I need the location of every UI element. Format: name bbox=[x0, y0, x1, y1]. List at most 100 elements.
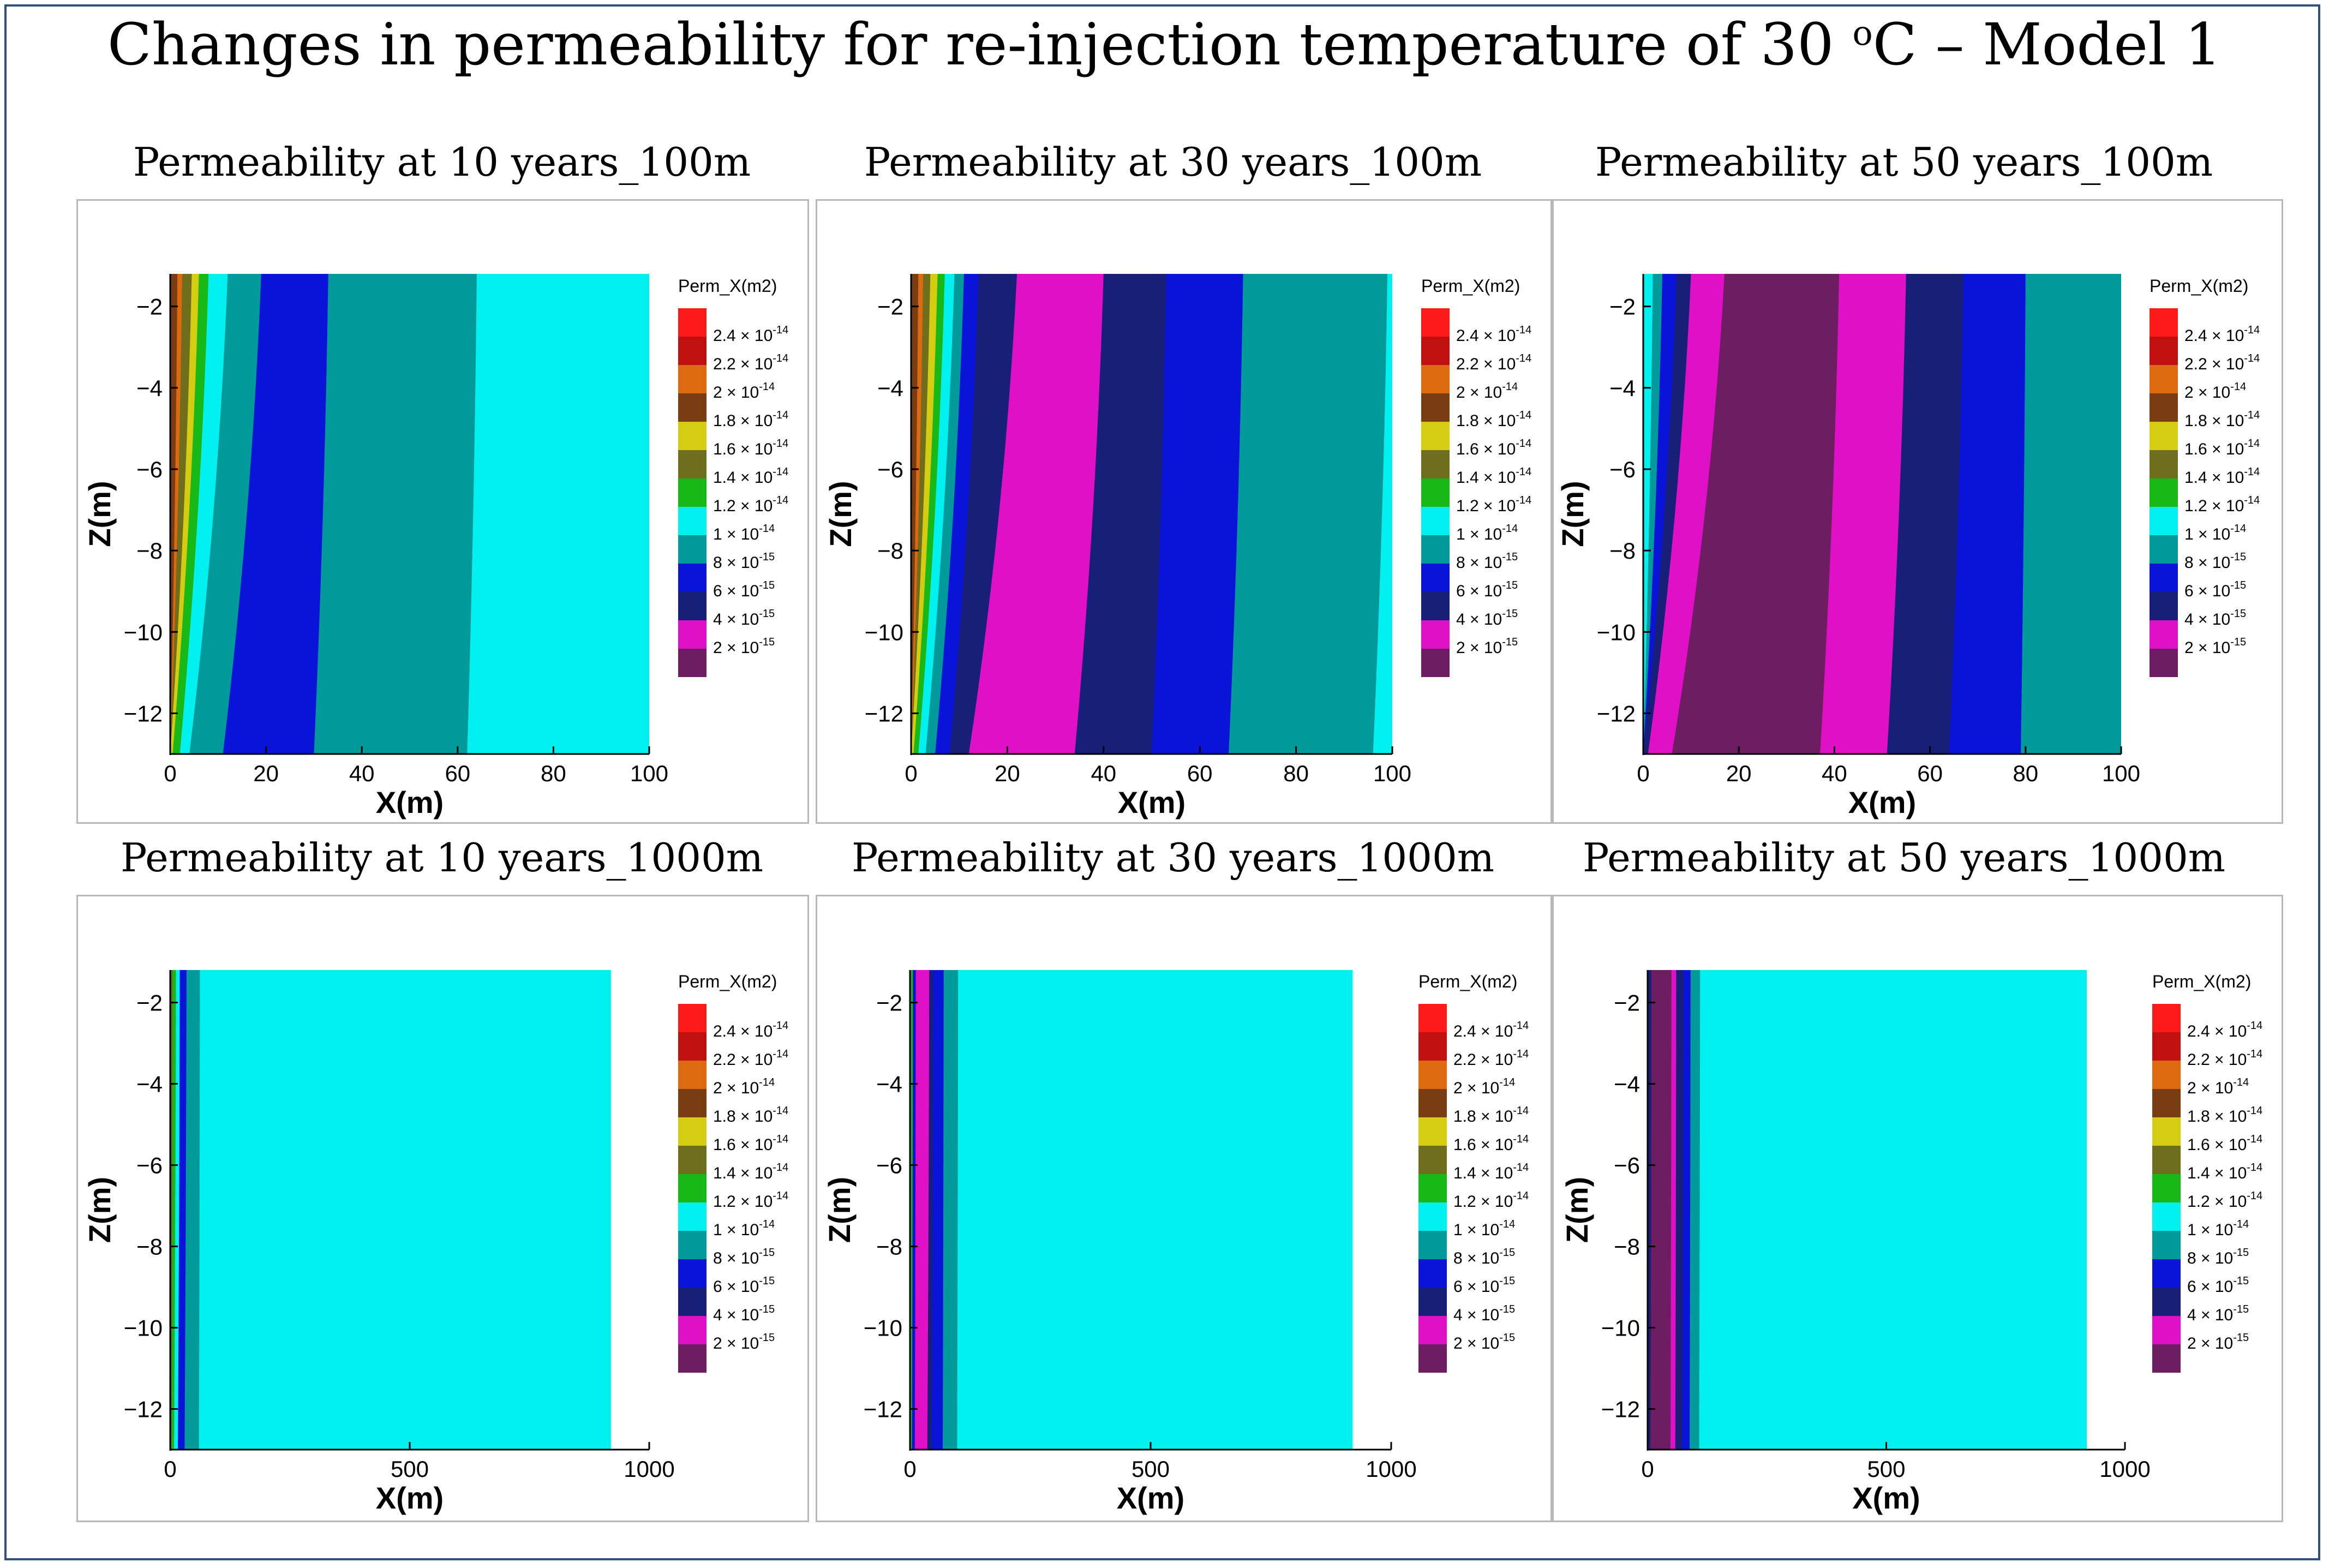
y-tick-label: −8 bbox=[877, 538, 903, 564]
legend-swatch bbox=[678, 592, 707, 620]
legend-label: 8 × 10-15 bbox=[713, 1247, 775, 1267]
x-tick-label: 0 bbox=[903, 1456, 916, 1482]
legend-swatch bbox=[2150, 365, 2178, 393]
x-tick-label: 0 bbox=[164, 1456, 176, 1482]
legend-exponent: -14 bbox=[759, 523, 775, 535]
legend-swatch bbox=[1421, 649, 1450, 677]
chart-1: 0 20 40 60 80 100 −2 −4 −6 −8 −10 −12 X(m) Z(m) Perm_X… bbox=[82, 274, 788, 819]
legend-label: 8 × 10-15 bbox=[1453, 1247, 1515, 1267]
legend-swatch bbox=[1418, 1174, 1447, 1202]
legend-exponent: -14 bbox=[773, 1162, 788, 1174]
legend-exponent: -15 bbox=[759, 551, 775, 563]
legend-exponent: -14 bbox=[773, 494, 788, 506]
legend-exponent: -15 bbox=[2233, 1247, 2249, 1259]
legend-label: 1.4 × 10-14 bbox=[1456, 466, 1531, 487]
panel-title-5: Permeability at 30 years_1000m bbox=[851, 835, 1495, 881]
x-axis-label: X(m) bbox=[1117, 1481, 1184, 1515]
legend: Perm_X(m2) 2.4 × 10-14 2.2 × 10-14 2 × 10-1… bbox=[1421, 276, 1531, 677]
contour-band-7 bbox=[1648, 970, 2087, 1450]
y-tick-label: −2 bbox=[136, 294, 163, 320]
y-tick-label: −4 bbox=[136, 375, 163, 401]
x-tick-label: 500 bbox=[1867, 1456, 1905, 1482]
x-axis-label: X(m) bbox=[376, 1481, 444, 1515]
y-tick-label: −10 bbox=[124, 1315, 163, 1341]
legend-label: 1.8 × 10-14 bbox=[2184, 409, 2260, 430]
legend-swatch bbox=[2152, 1117, 2181, 1146]
legend-swatch bbox=[2152, 1344, 2181, 1373]
legend-swatch bbox=[1421, 620, 1450, 649]
legend-exponent: -14 bbox=[1513, 1048, 1529, 1060]
legend-exponent: -15 bbox=[759, 1247, 775, 1259]
legend-exponent: -14 bbox=[2247, 1133, 2262, 1145]
legend-label: 2 × 10-14 bbox=[713, 381, 775, 402]
x-tick-label: 20 bbox=[253, 761, 279, 786]
legend-swatch bbox=[1421, 592, 1450, 620]
legend-label: 2.4 × 10-14 bbox=[2187, 1020, 2262, 1040]
legend-swatch bbox=[678, 1004, 707, 1032]
legend-swatch bbox=[2152, 1032, 2181, 1061]
x-axis-label: X(m) bbox=[1848, 785, 1916, 819]
y-axis-label: Z(m) bbox=[1560, 1177, 1594, 1243]
legend-swatch bbox=[678, 1032, 707, 1061]
legend-swatch bbox=[2150, 649, 2178, 677]
legend-label: 6 × 10-15 bbox=[713, 579, 775, 600]
legend-exponent: -15 bbox=[2230, 551, 2246, 563]
legend-exponent: -14 bbox=[2244, 324, 2260, 336]
chart-3: 0 20 40 60 80 100 −2 −4 −6 −8 −10 −12 X(m) Z(m) Perm_X… bbox=[1555, 274, 2260, 819]
legend-title: Perm_X(m2) bbox=[678, 972, 777, 991]
legend-label: 2.4 × 10-14 bbox=[713, 324, 788, 345]
y-tick-label: −6 bbox=[877, 457, 903, 482]
panel-title-1: Permeability at 10 years_100m bbox=[133, 139, 751, 185]
legend-swatch bbox=[678, 393, 707, 422]
legend-swatch bbox=[2152, 1231, 2181, 1259]
legend-exponent: -14 bbox=[1516, 438, 1531, 450]
legend-exponent: -14 bbox=[1502, 523, 1518, 535]
legend-exponent: -14 bbox=[773, 409, 788, 421]
legend-label: 1.4 × 10-14 bbox=[2184, 466, 2260, 487]
legend-exponent: -14 bbox=[773, 1048, 788, 1060]
y-axis-label: Z(m) bbox=[823, 481, 858, 547]
legend-swatch bbox=[678, 507, 707, 535]
legend-label: 1.4 × 10-14 bbox=[713, 466, 788, 487]
y-tick-label: −6 bbox=[876, 1153, 902, 1178]
legend-label: 1 × 10-14 bbox=[713, 523, 775, 543]
x-tick-label: 100 bbox=[630, 761, 668, 786]
legend-exponent: -14 bbox=[1516, 352, 1531, 364]
y-tick-label: −10 bbox=[124, 619, 163, 645]
legend-swatch bbox=[2150, 450, 2178, 478]
legend-label: 6 × 10-15 bbox=[2187, 1275, 2249, 1296]
legend-label: 1.2 × 10-14 bbox=[1456, 494, 1531, 515]
legend-exponent: -14 bbox=[1502, 381, 1518, 393]
x-tick-label: 20 bbox=[995, 761, 1020, 786]
legend-exponent: -14 bbox=[2244, 494, 2260, 506]
legend-swatch bbox=[678, 620, 707, 649]
legend-label: 2 × 10-15 bbox=[1456, 636, 1518, 657]
legend-exponent: -15 bbox=[1499, 1332, 1515, 1344]
x-tick-label: 0 bbox=[1637, 761, 1649, 786]
legend: Perm_X(m2) 2.4 × 10-14 2.2 × 10-14 2 × 10-1… bbox=[2152, 972, 2262, 1373]
legend-exponent: -15 bbox=[2230, 579, 2246, 591]
y-tick-label: −10 bbox=[864, 1315, 902, 1341]
legend-label: 8 × 10-15 bbox=[1456, 551, 1518, 572]
y-tick-label: −4 bbox=[1614, 1072, 1640, 1097]
x-tick-label: 60 bbox=[445, 761, 470, 786]
legend-label: 2.4 × 10-14 bbox=[1456, 324, 1531, 345]
contour-band-2 bbox=[1648, 970, 1672, 1450]
legend-exponent: -14 bbox=[2247, 1020, 2262, 1032]
legend-exponent: -14 bbox=[1513, 1105, 1529, 1117]
legend-swatch bbox=[1418, 1032, 1447, 1061]
y-tick-label: −8 bbox=[1614, 1234, 1640, 1260]
legend-exponent: -14 bbox=[1499, 1076, 1515, 1088]
legend-label: 4 × 10-15 bbox=[1453, 1303, 1515, 1324]
legend-exponent: -14 bbox=[759, 381, 775, 393]
x-tick-label: 1000 bbox=[624, 1456, 674, 1482]
legend-swatch bbox=[2150, 620, 2178, 649]
legend-exponent: -14 bbox=[773, 438, 788, 450]
legend-label: 1.6 × 10-14 bbox=[713, 438, 788, 458]
y-tick-label: −2 bbox=[136, 990, 163, 1016]
legend-label: 1.2 × 10-14 bbox=[2184, 494, 2260, 515]
legend-label: 2 × 10-14 bbox=[1456, 381, 1518, 402]
legend-label: 6 × 10-15 bbox=[713, 1275, 775, 1296]
panel-title-2: Permeability at 30 years_100m bbox=[864, 139, 1482, 185]
